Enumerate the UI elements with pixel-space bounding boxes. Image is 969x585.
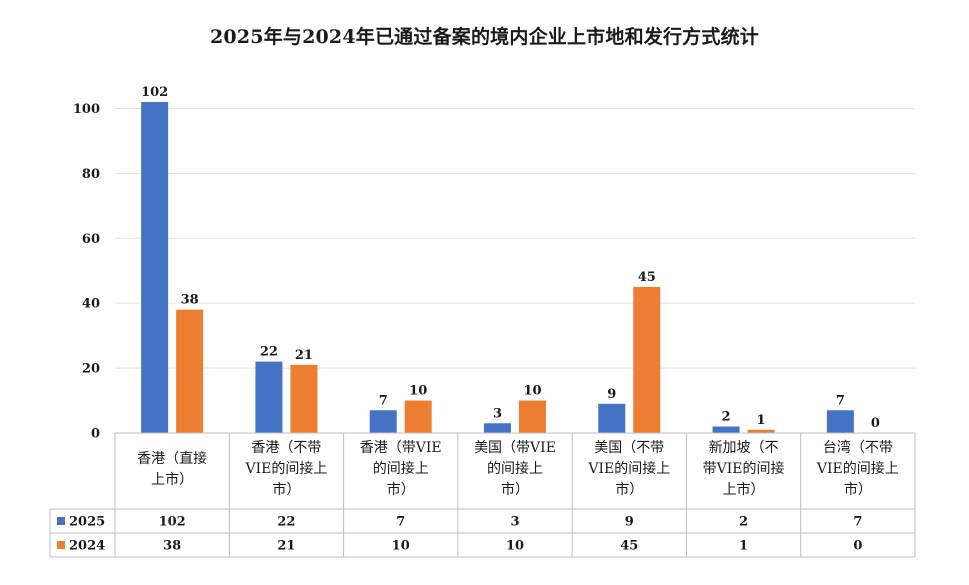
bar-value-label: 3: [493, 406, 502, 421]
category-label: 新加坡（不带VIE的间接上市）: [703, 440, 785, 498]
legend-label: 2024: [69, 539, 105, 554]
bar-value-label: 1: [757, 413, 766, 428]
bar: [255, 361, 283, 433]
y-tick-label: 0: [91, 427, 100, 442]
y-tick-label: 60: [82, 232, 100, 247]
category-label: 美国（带VIE 的间接上市）: [474, 440, 556, 498]
bar: [484, 423, 511, 433]
bar-value-label: 9: [607, 387, 616, 402]
category-label: 台湾（不带 VIE的间接上市）: [816, 439, 899, 498]
table-cell: 10: [392, 539, 410, 554]
table-cell: 22: [277, 515, 295, 530]
category-label: 美国（不带 VIE的间接上市）: [587, 440, 670, 498]
bar: [141, 101, 169, 434]
y-tick-label: 40: [82, 297, 100, 312]
bar-value-label: 45: [638, 270, 656, 285]
bar-value-label: 38: [181, 293, 199, 308]
y-axis-ticks: 0 20 40 60 80 100: [73, 102, 100, 442]
bar: [747, 429, 775, 433]
bar-value-label: 10: [523, 384, 541, 399]
y-tick-label: 100: [73, 102, 100, 117]
table-cell: 7: [853, 515, 862, 530]
table-cell: 10: [506, 539, 524, 554]
bar: [633, 286, 661, 433]
table-cell: 2: [739, 515, 748, 530]
bar-value-label: 7: [379, 393, 388, 408]
bar: [519, 400, 546, 433]
table-cell: 21: [277, 539, 295, 554]
bar-value-label: 7: [836, 393, 845, 408]
category-label: 香港（不带 VIE的间接上市）: [244, 440, 327, 498]
table-cell: 102: [159, 515, 186, 530]
legend-swatch: [57, 541, 65, 549]
bar-value-label: 21: [295, 348, 313, 363]
bar: [404, 400, 432, 433]
legend-label: 2025: [69, 515, 105, 530]
table-cell: 9: [625, 515, 634, 530]
table-cell: 45: [620, 539, 638, 554]
bar: [826, 410, 854, 433]
bar: [712, 426, 740, 433]
bar-value-label: 0: [871, 416, 880, 431]
category-label: 香港（直接上市）: [137, 450, 207, 488]
table-cell: 1: [739, 539, 748, 554]
chart-title: 2025年与2024年已通过备案的境内企业上市地和发行方式统计: [210, 26, 759, 48]
bar: [176, 309, 204, 433]
bar: [369, 410, 397, 433]
y-tick-label: 20: [82, 362, 100, 377]
bar-value-label: 22: [260, 345, 278, 360]
bar: [598, 403, 626, 433]
y-tick-label: 80: [82, 167, 100, 182]
bar-value-label: 10: [409, 384, 427, 399]
category-label: 香港（带VIE 的间接上市）: [360, 440, 442, 498]
table-cell: 7: [396, 515, 405, 530]
bar-value-label: 2: [722, 410, 731, 425]
bar: [290, 364, 318, 433]
bar-value-label: 102: [141, 85, 168, 100]
table-cell: 3: [510, 515, 519, 530]
legend-swatch: [57, 517, 65, 525]
table-cell: 38: [163, 539, 181, 554]
table-cell: 0: [853, 539, 862, 554]
data-table: 香港（直接上市） 香港（不带 VIE的间接上市） 香港（带VIE 的间接上市） 美国（带V…: [49, 432, 916, 558]
bars: [141, 101, 854, 434]
gridlines: [115, 107, 915, 369]
